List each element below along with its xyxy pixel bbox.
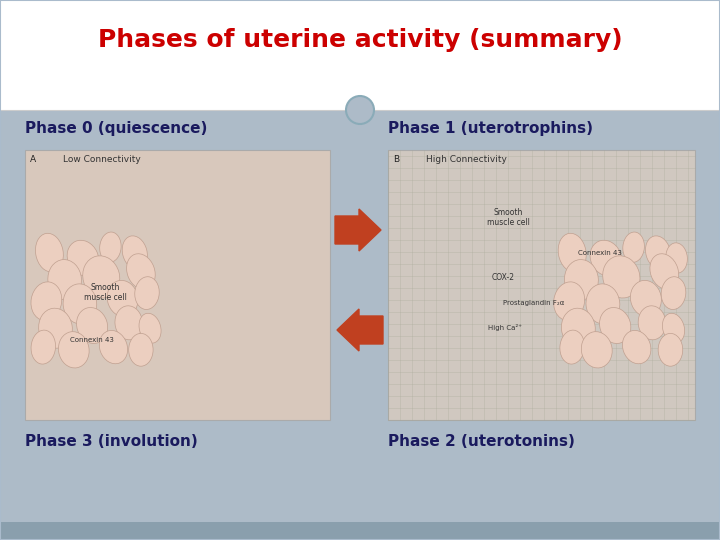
Text: Phase 0 (quiescence): Phase 0 (quiescence) — [25, 120, 207, 136]
Ellipse shape — [122, 236, 148, 269]
Ellipse shape — [127, 254, 156, 289]
Text: Low Connectivity: Low Connectivity — [63, 155, 140, 164]
Ellipse shape — [554, 282, 585, 321]
Circle shape — [346, 96, 374, 124]
Ellipse shape — [564, 260, 598, 300]
Ellipse shape — [99, 232, 121, 262]
Text: B: B — [393, 155, 399, 164]
Bar — [25, 150, 330, 420]
Text: Phase 2 (uterotonins): Phase 2 (uterotonins) — [388, 435, 575, 449]
Ellipse shape — [107, 280, 138, 316]
Text: COX-2: COX-2 — [492, 273, 515, 282]
Ellipse shape — [99, 330, 127, 364]
Text: Phase 3 (involution): Phase 3 (involution) — [25, 435, 198, 449]
Ellipse shape — [48, 260, 81, 300]
Text: Connexin 43: Connexin 43 — [70, 337, 114, 343]
Text: Smooth
muscle cell: Smooth muscle cell — [84, 282, 127, 302]
Bar — [388, 150, 695, 420]
FancyArrow shape — [335, 209, 381, 251]
Text: Prostaglandin F₂α: Prostaglandin F₂α — [503, 300, 564, 306]
Ellipse shape — [662, 313, 685, 343]
Ellipse shape — [600, 307, 631, 343]
Ellipse shape — [603, 256, 640, 298]
Ellipse shape — [581, 332, 612, 368]
FancyArrow shape — [337, 309, 383, 351]
Ellipse shape — [661, 276, 686, 309]
Bar — [0, 0, 720, 110]
Ellipse shape — [39, 308, 72, 348]
Ellipse shape — [115, 306, 143, 340]
Ellipse shape — [631, 280, 662, 316]
Ellipse shape — [658, 333, 683, 366]
Ellipse shape — [560, 330, 585, 364]
Ellipse shape — [129, 333, 153, 366]
Ellipse shape — [83, 256, 120, 298]
Ellipse shape — [666, 243, 688, 273]
Ellipse shape — [31, 330, 55, 364]
Text: High Ca²⁺: High Ca²⁺ — [488, 324, 522, 331]
Ellipse shape — [638, 306, 666, 340]
Text: Phases of uterine activity (summary): Phases of uterine activity (summary) — [98, 28, 622, 52]
Text: Smooth
muscle cell: Smooth muscle cell — [487, 207, 529, 227]
Ellipse shape — [646, 236, 671, 269]
Bar — [0, 522, 720, 540]
Ellipse shape — [135, 276, 159, 309]
Ellipse shape — [562, 308, 595, 348]
Text: A: A — [30, 155, 36, 164]
Ellipse shape — [558, 233, 586, 272]
Ellipse shape — [58, 332, 89, 368]
Ellipse shape — [139, 313, 161, 343]
Ellipse shape — [623, 232, 644, 262]
Text: Connexin 43: Connexin 43 — [578, 250, 622, 256]
Ellipse shape — [650, 254, 679, 289]
Ellipse shape — [35, 233, 63, 272]
Ellipse shape — [590, 240, 622, 276]
Ellipse shape — [623, 330, 651, 364]
Ellipse shape — [76, 308, 108, 343]
Text: High Connectivity: High Connectivity — [426, 155, 507, 164]
Bar — [0, 110, 720, 522]
Ellipse shape — [63, 284, 96, 324]
Ellipse shape — [31, 282, 62, 321]
Ellipse shape — [586, 284, 620, 324]
Ellipse shape — [67, 240, 99, 276]
Text: Phase 1 (uterotrophins): Phase 1 (uterotrophins) — [388, 120, 593, 136]
